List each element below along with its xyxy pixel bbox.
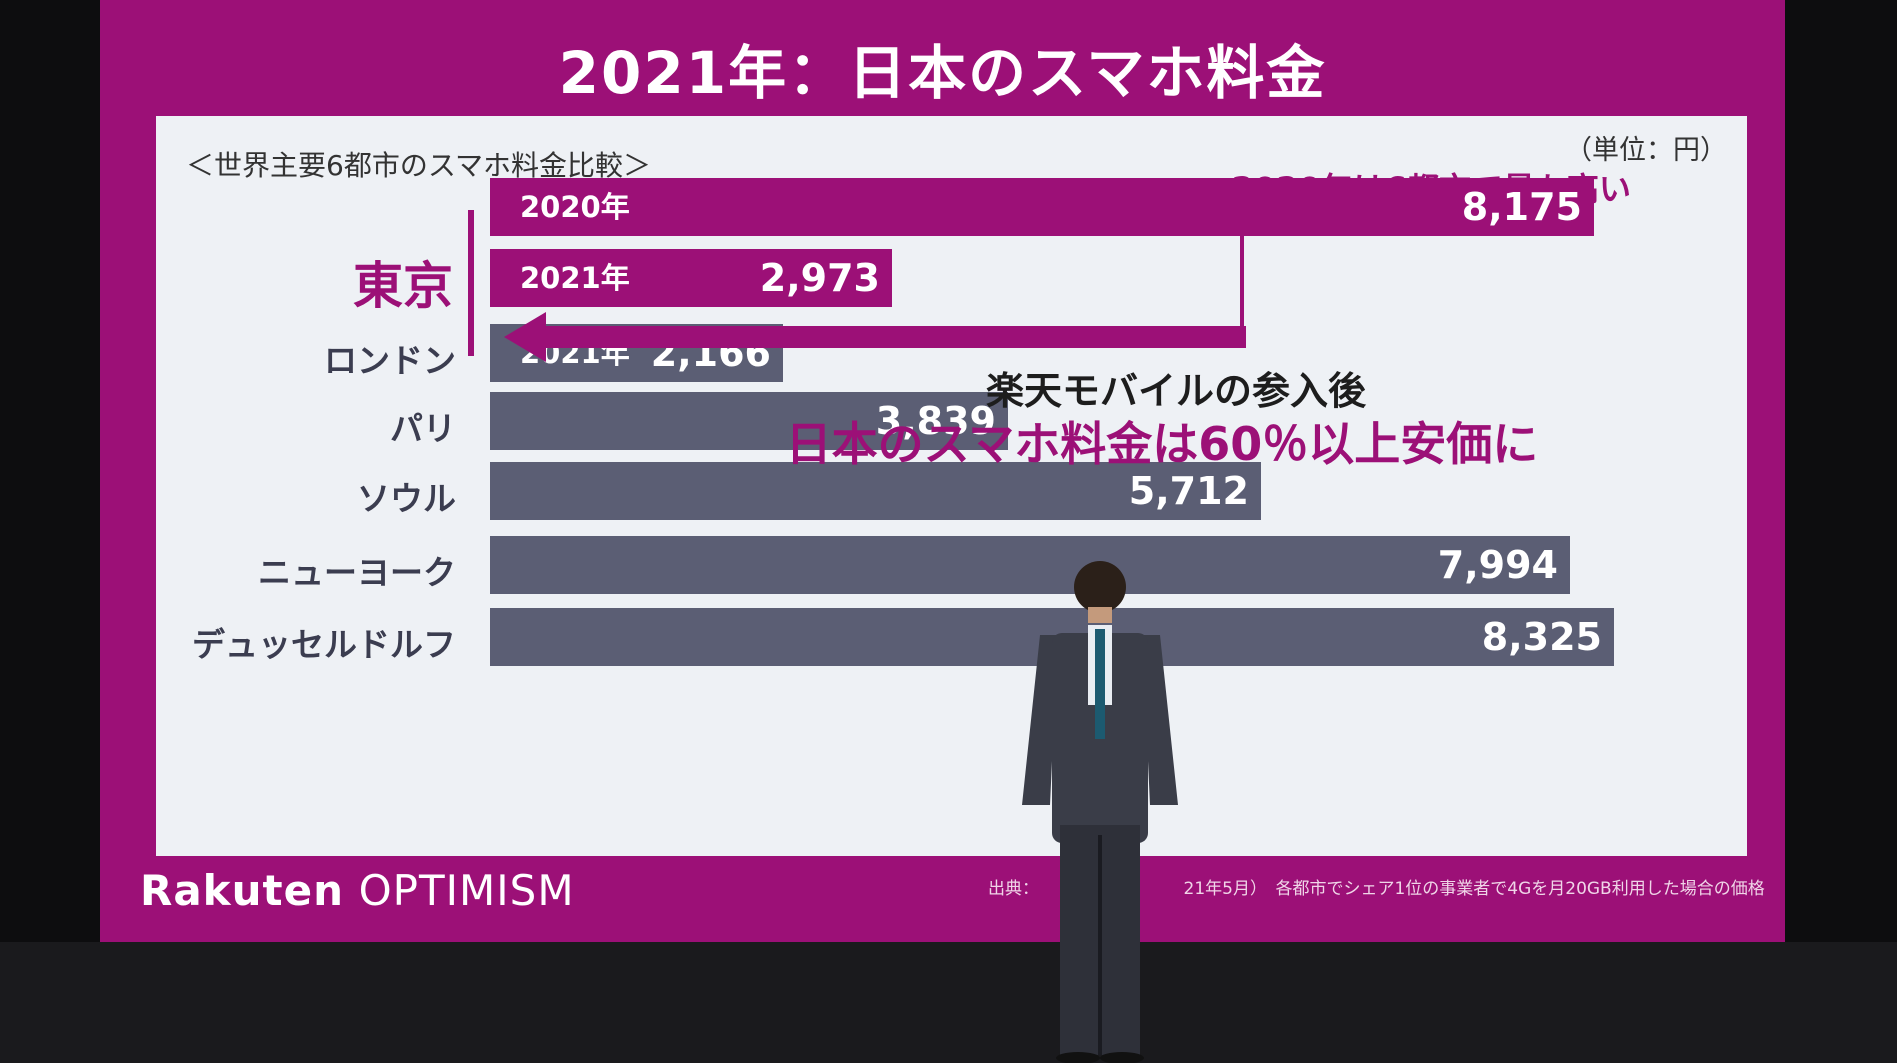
chart-subtitle: ＜世界主要6都市のスマホ料金比較＞ (186, 149, 651, 182)
callout-line-2: 日本のスマホ料金は60％以上安価に (785, 417, 1539, 471)
slide-title: 2021年：日本のスマホ料金 (558, 39, 1327, 107)
callout-line-1: 楽天モバイルの参入後 (985, 369, 1366, 413)
presenter-figure (1022, 561, 1178, 1063)
city-label: デュッセルドルフ (192, 625, 456, 664)
bar-year-label: 2021年 (520, 261, 630, 295)
bar-value-label: 5,712 (1128, 469, 1249, 513)
bar-value-label: 8,175 (1461, 185, 1582, 229)
city-label: ロンドン (324, 341, 456, 380)
bar-value-label: 8,325 (1481, 615, 1602, 659)
tokyo-bracket-line (468, 210, 474, 356)
bar-1: 2021年 2,973 (490, 249, 892, 307)
chart-panel: ＜世界主要6都市のスマホ料金比較＞ （単位：円） 2020年は6都市で最も高い … (156, 116, 1747, 856)
bar-value-label: 7,994 (1437, 543, 1558, 587)
tokyo-label: 東京 (353, 257, 453, 315)
stage-floor (0, 942, 1897, 1063)
bar-0: 2020年 8,175 (490, 178, 1594, 236)
bar-4: 5,712 (490, 462, 1261, 520)
brand-optimism: OPTIMISM (358, 866, 575, 915)
city-label: ソウル (357, 479, 456, 518)
city-label: パリ (390, 409, 456, 448)
unit-label: （単位：円） (1565, 135, 1727, 166)
bar-value-label: 3,839 (875, 399, 996, 443)
city-label: ニューヨーク (258, 553, 456, 592)
source-note: 出典： 21年5月） 各都市でシェア1位の事業者で4Gを月20GB利用した場合の… (988, 879, 1765, 899)
decrease-arrow-line (544, 326, 1246, 348)
bar-5: 7,994 (490, 536, 1570, 594)
brand-rakuten: Rakuten (140, 866, 344, 915)
bar-value-label: 2,973 (759, 256, 880, 300)
presentation-screen: 2021年：日本のスマホ料金 ＜世界主要6都市のスマホ料金比較＞ （単位：円） … (100, 0, 1785, 942)
bar-year-label: 2020年 (520, 190, 630, 224)
arrow-stem (1240, 210, 1244, 348)
bar-3: 3,839 (490, 392, 1008, 450)
left-arrow-icon (504, 312, 546, 362)
brand-logo: Rakuten OPTIMISM (140, 866, 575, 915)
